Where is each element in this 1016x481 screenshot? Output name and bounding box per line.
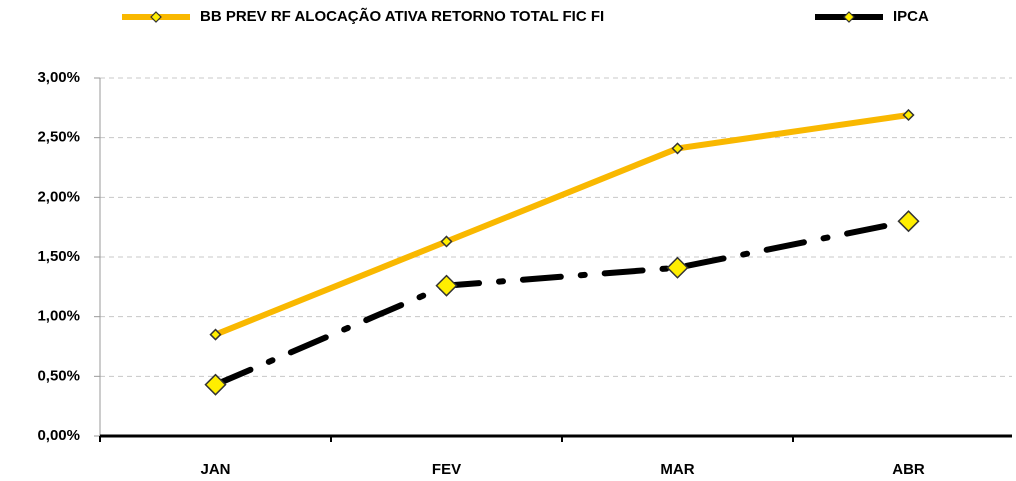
x-tick-label: MAR [660,461,694,478]
legend-marker [843,11,855,23]
y-tick-label: 0,00% [37,427,80,444]
y-tick-label: 1,00% [37,308,80,325]
y-tick-label: 1,50% [37,248,80,265]
series-line [212,218,912,388]
x-tick-label: ABR [892,461,925,478]
legend-marker [150,11,162,23]
y-tick-label: 0,50% [37,367,80,384]
point [666,256,689,279]
point [671,142,684,155]
point [204,373,227,396]
point [902,108,915,122]
point [209,328,222,341]
point [897,210,920,233]
y-tick-label: 2,50% [37,129,80,146]
point [440,235,453,248]
legend-label: IPCA [893,8,929,25]
y-tick-label: 3,00% [37,69,80,86]
x-tick-label: JAN [200,461,230,478]
y-tick-label: 2,00% [37,188,80,205]
legend-label: BB PREV RF ALOCAÇÃO ATIVA RETORNO TOTAL … [200,7,604,25]
x-tick-label: FEV [432,461,461,478]
series-line [214,112,909,338]
point [435,274,458,297]
